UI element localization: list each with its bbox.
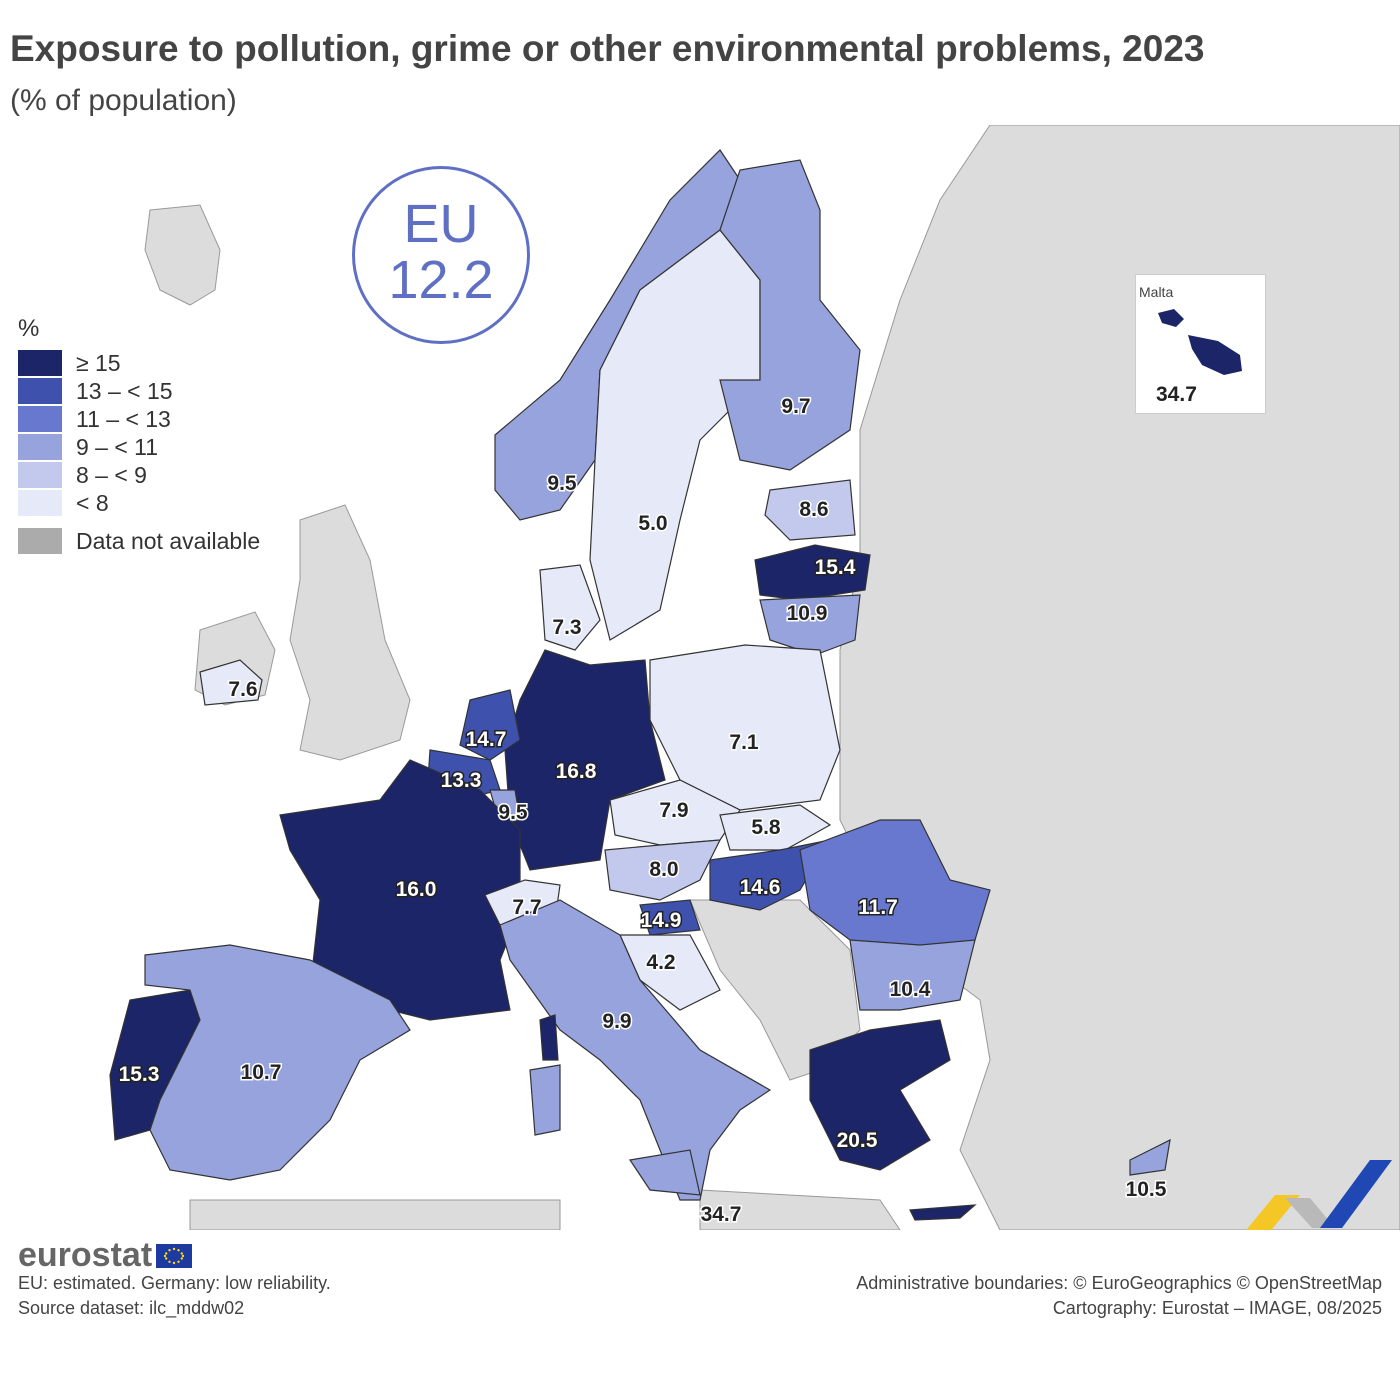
country-value-label: 7.9 [659,799,688,822]
legend-label: ≥ 15 [76,349,121,376]
country-value-label: 8.6 [799,498,828,521]
corner-logo-mark [1246,1160,1392,1230]
country-value-label: 10.7 [241,1061,282,1084]
legend-item: ≥ 15 [18,349,260,377]
eurostat-wordmark: eurostat [18,1236,153,1274]
page-title: Exposure to pollution, grime or other en… [10,28,1205,69]
country-value-label: 10.4 [890,978,931,1001]
legend-label: 9 – < 11 [76,433,159,460]
country-value-label: 15.4 [815,556,856,579]
country-value-label: 9.5 [498,801,528,824]
legend-swatch [18,434,62,460]
country-value-label: 11.7 [858,896,898,919]
legend-swatch [18,406,62,432]
country-value-label: 4.2 [646,951,675,974]
malta-inset-value: 34.7 [1156,383,1197,406]
country-value-label: 7.1 [729,731,759,754]
country-value-labels: 7.6 9.5 5.0 9.7 8.6 15.4 10.9 7.3 7.1 14.7 13.3 9.5… [117,394,1168,1228]
country-value-label: 10.5 [1126,1178,1167,1201]
country-shapes [109,149,1171,1221]
country-value-label: 16.0 [396,878,437,901]
country-value-label: 14.9 [641,909,682,932]
country-value-label: 7.7 [512,896,541,919]
page-subtitle: (% of population) [10,84,237,117]
malta-shape [1158,309,1242,375]
country-value-label: 10.9 [787,602,828,625]
country-value-label: 8.0 [649,858,678,881]
footnote-estimates: EU: estimated. Germany: low reliability. [18,1273,331,1293]
legend-item: < 8 [18,489,260,517]
legend-swatch [18,350,62,376]
country-value-label: 5.0 [638,512,667,535]
legend-label: 13 – < 15 [76,377,173,404]
legend-label: 8 – < 9 [76,461,147,488]
eurostat-logo: eurostat [18,1236,193,1275]
legend-swatch [18,378,62,404]
eu-stars-icon [163,1247,185,1264]
footnote-cartography: Cartography: Eurostat – IMAGE, 08/2025 [1052,1298,1382,1318]
legend-item-na: Data not available [18,527,260,555]
country-value-label: 16.8 [556,760,597,783]
country-value-label: 14.6 [740,876,781,899]
eu-average-badge: EU 12.2 [352,166,530,344]
legend-item: 13 – < 15 [18,377,260,405]
malta-inset: Malta 34.7 [1135,274,1266,414]
country-value-label: 14.7 [466,728,507,751]
country-value-label: 7.6 [228,678,257,701]
legend-swatch-na [18,528,62,554]
legend-swatch [18,462,62,488]
legend-label: 11 – < 13 [76,405,171,432]
country-value-label: 15.3 [119,1063,160,1086]
eu-flag-icon [156,1243,193,1268]
country-value-label: 13.3 [441,769,482,792]
legend-title: % [18,315,40,342]
legend-label: < 8 [76,489,109,516]
country-value-label: 9.7 [781,395,810,418]
country-value-label: 7.3 [552,616,581,639]
country-value-label: 9.9 [602,1010,631,1033]
country-value-label: 34.7 [701,1203,742,1226]
map-legend: % ≥ 15 13 – < 15 11 – < 13 9 – < 11 8 – … [18,315,260,555]
footnote-boundaries: Administrative boundaries: © EuroGeograp… [856,1273,1382,1293]
country-value-label: 5.8 [751,816,781,839]
footnote-source: Source dataset: ilc_mddw02 [18,1298,245,1318]
legend-label-na: Data not available [76,527,261,554]
country-value-label: 20.5 [837,1129,878,1152]
eu-average-value: 12.2 [388,250,494,310]
legend-item: 11 – < 13 [18,405,260,433]
country-value-label: 9.5 [547,472,577,495]
malta-inset-title: Malta [1139,284,1174,300]
eu-average-label: EU [403,194,479,254]
legend-item: 9 – < 11 [18,433,260,461]
legend-swatch [18,490,62,516]
legend-item: 8 – < 9 [18,461,260,489]
